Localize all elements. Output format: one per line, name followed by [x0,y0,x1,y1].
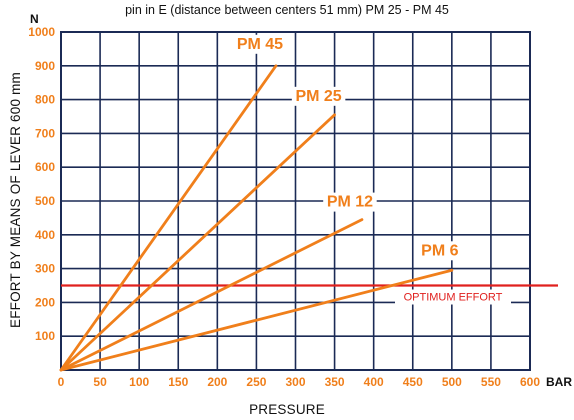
series-line-pm-25 [59,113,336,372]
x-tick-label: 550 [481,375,501,389]
optimum-effort-label-bg [395,289,511,305]
y-tick-label: 600 [35,160,55,174]
x-axis-label: PRESSURE [249,402,325,417]
y-tick-label: 400 [35,228,55,242]
y-tick-label: 100 [35,329,55,343]
x-tick-label: 50 [93,375,107,389]
x-tick-label: 250 [246,375,266,389]
plot-area: 0 50 100 150 200 250 300 350 400 450 500 550 600 100 2… [28,25,558,389]
x-tick-label: 350 [325,375,345,389]
y-tick-label: 1000 [28,25,55,39]
y-tick-label: 800 [35,93,55,107]
series-label-bg [323,192,377,212]
x-tick-label: 0 [58,375,65,389]
y-tick-label: 900 [35,59,55,73]
y-tick-label: 300 [35,262,55,276]
series-label: PM 25 [295,88,341,105]
series-label: PM 12 [327,194,373,211]
series-line-pm-6 [59,268,454,372]
x-tick-label: 400 [364,375,384,389]
y-axis-label: EFFORT BY MEANS OF LEVER 600 mm [8,72,23,328]
series-label-bg [233,34,287,54]
x-tick-label: 600 [520,375,540,389]
y-tick-label: 700 [35,126,55,140]
y-tick-label: 200 [35,295,55,309]
x-tick-label: 500 [442,375,462,389]
series-line-pm-12 [59,218,364,372]
series-label-bg [291,86,346,106]
chart-title: pin in E (distance between centers 51 mm… [125,3,449,17]
series-line-pm-45 [59,64,278,372]
x-tick-label: 300 [285,375,305,389]
x-tick-label: 450 [403,375,423,389]
y-tick-label: 500 [35,194,55,208]
series-label-bg [417,241,462,261]
y-unit-label: N [30,12,39,26]
x-tick-label: 200 [207,375,227,389]
x-tick-label: 150 [168,375,188,389]
x-unit-label: BAR [546,375,572,389]
series-label: PM 45 [237,36,283,53]
series-label: PM 6 [421,242,458,259]
optimum-effort-label: OPTIMUM EFFORT [404,292,503,304]
x-tick-label: 100 [129,375,149,389]
